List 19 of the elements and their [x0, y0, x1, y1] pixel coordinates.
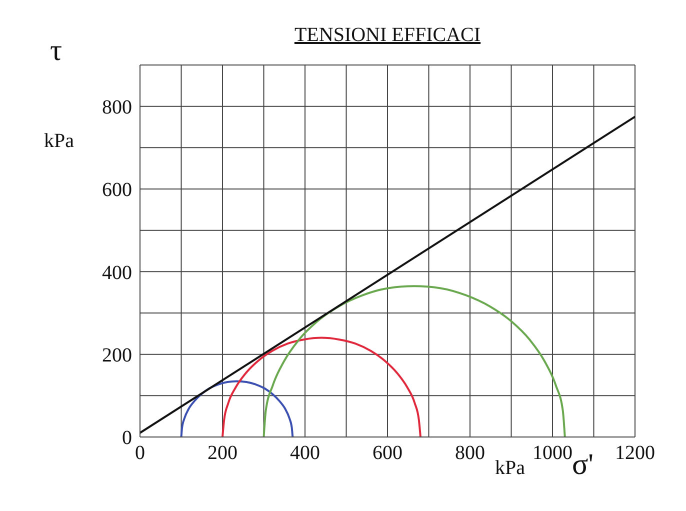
y-tick-label: 0 [122, 427, 132, 450]
x-tick-label: 200 [208, 442, 238, 464]
y-axis-title: τ [50, 34, 62, 68]
text: kPa [44, 130, 74, 153]
y-tick-label: 400 [102, 262, 132, 284]
line-series [222, 336, 422, 437]
y-tick-label: 200 [102, 344, 132, 366]
x-tick-label: 1200 [615, 442, 655, 464]
text: kPa [495, 457, 525, 480]
x-tick-label: 800 [455, 442, 485, 464]
line-series [180, 380, 294, 437]
x-axis-title: σ' [572, 448, 594, 482]
x-tick-label: 400 [290, 442, 320, 464]
y-tick-label: 600 [102, 179, 132, 202]
x-tick-label: 600 [372, 442, 402, 464]
chart-title: TENSIONI EFFICACI [293, 24, 482, 47]
line-series [262, 285, 566, 437]
x-tick-label: 1000 [532, 442, 572, 464]
y-tick-label: 800 [102, 96, 132, 118]
